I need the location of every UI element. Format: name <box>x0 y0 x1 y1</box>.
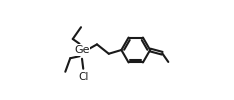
Text: Cl: Cl <box>78 72 88 82</box>
Text: Ge: Ge <box>74 45 90 55</box>
